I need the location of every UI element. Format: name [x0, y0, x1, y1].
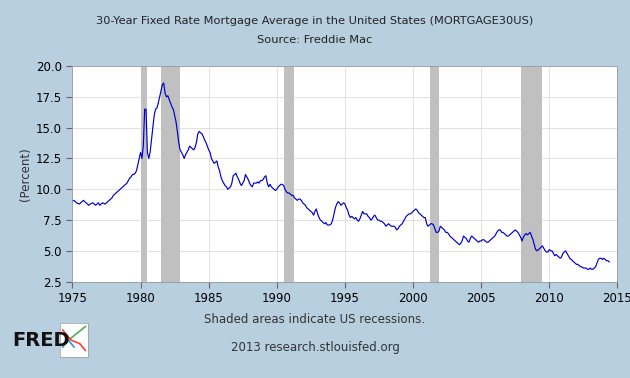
Bar — [140, 66, 147, 282]
Text: 30-Year Fixed Rate Mortgage Average in the United States (MORTGAGE30US): 30-Year Fixed Rate Mortgage Average in t… — [96, 16, 534, 26]
Text: FRED: FRED — [13, 331, 70, 350]
Text: 2013 research.stlouisfed.org: 2013 research.stlouisfed.org — [231, 341, 399, 354]
Text: Shaded areas indicate US recessions.: Shaded areas indicate US recessions. — [205, 313, 425, 326]
Bar — [284, 66, 294, 282]
Bar — [430, 66, 439, 282]
Y-axis label: (Percent): (Percent) — [19, 147, 32, 201]
Bar — [520, 66, 542, 282]
Text: Source: Freddie Mac: Source: Freddie Mac — [258, 35, 372, 45]
Bar — [161, 66, 180, 282]
